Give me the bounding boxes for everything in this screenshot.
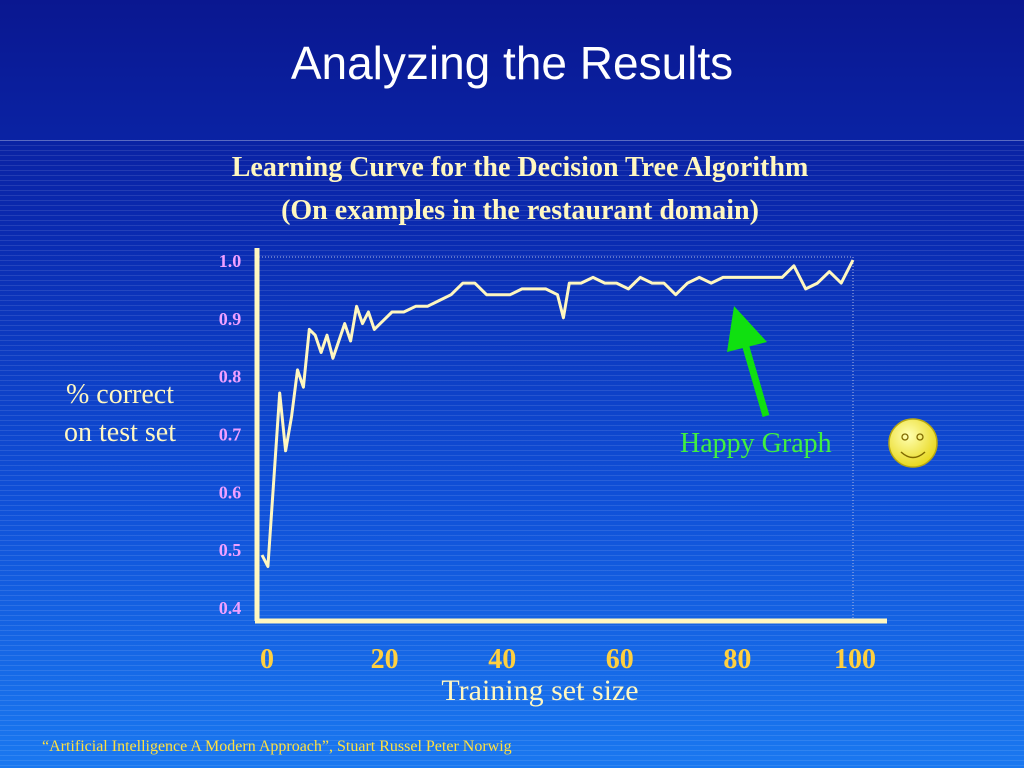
y-tick-label: 0.8: [219, 367, 242, 387]
x-tick-label: 40: [488, 644, 516, 675]
y-tick-label: 0.7: [219, 425, 242, 445]
y-axis-label-line2: on test set: [64, 417, 176, 448]
x-tick-label: 20: [371, 644, 399, 675]
x-tick-label: 0: [260, 644, 274, 675]
y-axis-label-line1: % correct: [65, 379, 175, 410]
chart-title-line1: Learning Curve for the Decision Tree Alg…: [231, 152, 809, 183]
x-tick-label: 60: [606, 644, 634, 675]
y-axis-label: % correct on test set: [30, 376, 210, 452]
y-tick-label: 0.9: [219, 309, 242, 329]
slide-title: Analyzing the Results: [290, 37, 734, 89]
chart-title: Learning Curve for the Decision Tree Alg…: [200, 146, 840, 232]
title-divider: [0, 140, 1024, 141]
y-tick-label: 0.5: [219, 540, 242, 560]
x-tick-label: 100: [834, 644, 876, 675]
happy-graph-annotation: Happy Graph: [680, 428, 832, 459]
y-tick-label: 0.4: [219, 598, 242, 618]
learning-curve-line: [260, 259, 855, 568]
chart-title-line2: (On examples in the restaurant domain): [281, 195, 759, 226]
citation-footer: “Artificial Intelligence A Modern Approa…: [42, 738, 512, 755]
y-tick-label: 0.6: [219, 482, 242, 502]
arrow-head: [727, 306, 767, 352]
x-axis-label: Training set size: [441, 674, 639, 707]
x-tick-label: 80: [723, 644, 751, 675]
y-tick-label: 1.0: [219, 251, 242, 271]
